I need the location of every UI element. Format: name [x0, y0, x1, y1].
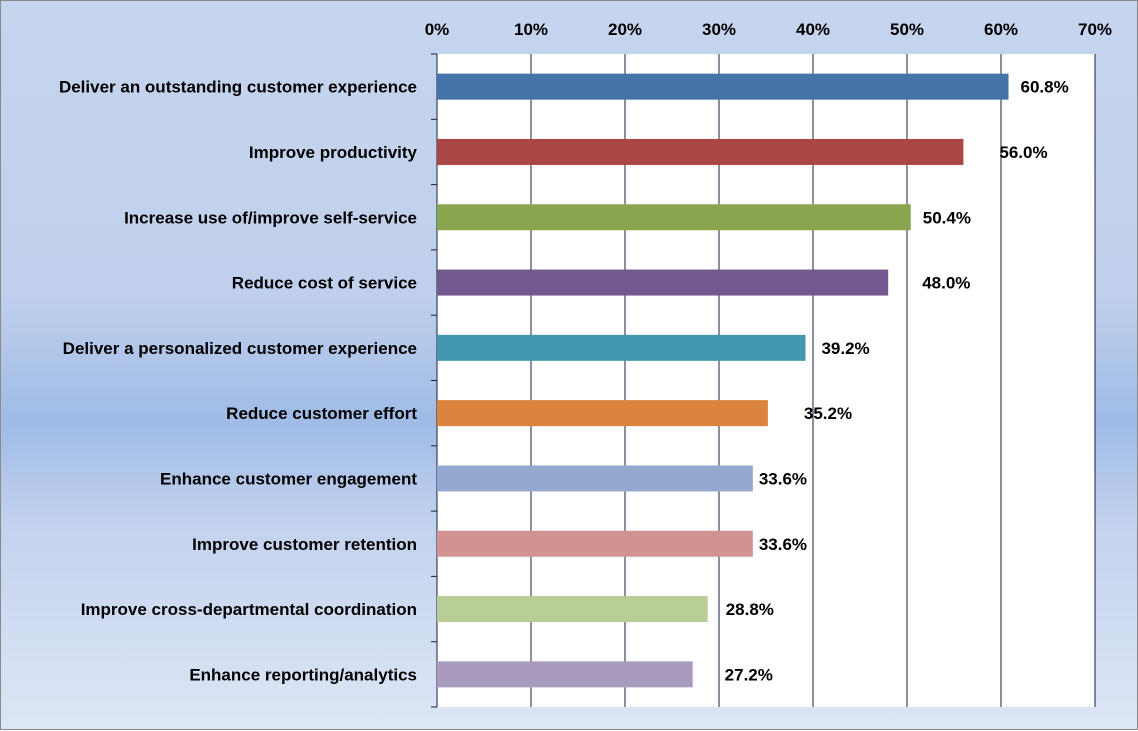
bar — [437, 73, 1009, 100]
bar — [437, 400, 768, 427]
bar — [437, 138, 964, 165]
bar — [437, 530, 753, 557]
data-label: 50.4% — [923, 208, 971, 227]
category-label: Improve customer retention — [192, 535, 417, 554]
category-label: Increase use of/improve self-service — [124, 208, 417, 227]
bar — [437, 334, 806, 361]
category-label: Deliver an outstanding customer experien… — [59, 78, 417, 97]
data-labels: 60.8% 56.0% 50.4% 48.0% 39.2% 35.2% 33.6% 33.6%… — [725, 78, 1069, 685]
data-label: 39.2% — [821, 339, 869, 358]
x-tick-label: 0% — [425, 20, 450, 39]
category-label: Improve productivity — [249, 143, 418, 162]
category-label: Enhance reporting/analytics — [189, 665, 417, 684]
category-label: Improve cross-departmental coordination — [81, 600, 417, 619]
data-label: 48.0% — [922, 274, 970, 293]
bars — [437, 73, 1009, 688]
category-labels: Deliver an outstanding customer experien… — [59, 78, 418, 685]
data-label: 33.6% — [759, 535, 807, 554]
category-label: Reduce customer effort — [226, 404, 417, 423]
data-label: 33.6% — [759, 469, 807, 488]
x-tick-labels: 0% 10% 20% 30% 40% 50% 60% 70% — [425, 20, 1112, 39]
x-tick-label: 20% — [608, 20, 642, 39]
data-label: 27.2% — [725, 665, 773, 684]
category-label: Reduce cost of service — [232, 274, 417, 293]
x-tick-label: 30% — [702, 20, 736, 39]
bar — [437, 204, 911, 231]
x-tick-label: 50% — [890, 20, 924, 39]
bar — [437, 596, 708, 623]
category-label: Deliver a personalized customer experien… — [63, 339, 417, 358]
data-label: 28.8% — [726, 600, 774, 619]
bar — [437, 269, 889, 296]
x-tick-label: 60% — [984, 20, 1018, 39]
x-tick-label: 10% — [514, 20, 548, 39]
category-label: Enhance customer engagement — [160, 469, 417, 488]
data-label: 60.8% — [1021, 78, 1069, 97]
bar — [437, 661, 693, 688]
data-label: 35.2% — [804, 404, 852, 423]
bar — [437, 465, 753, 492]
data-label: 56.0% — [999, 143, 1047, 162]
x-tick-label: 40% — [796, 20, 830, 39]
x-tick-label: 70% — [1078, 20, 1112, 39]
